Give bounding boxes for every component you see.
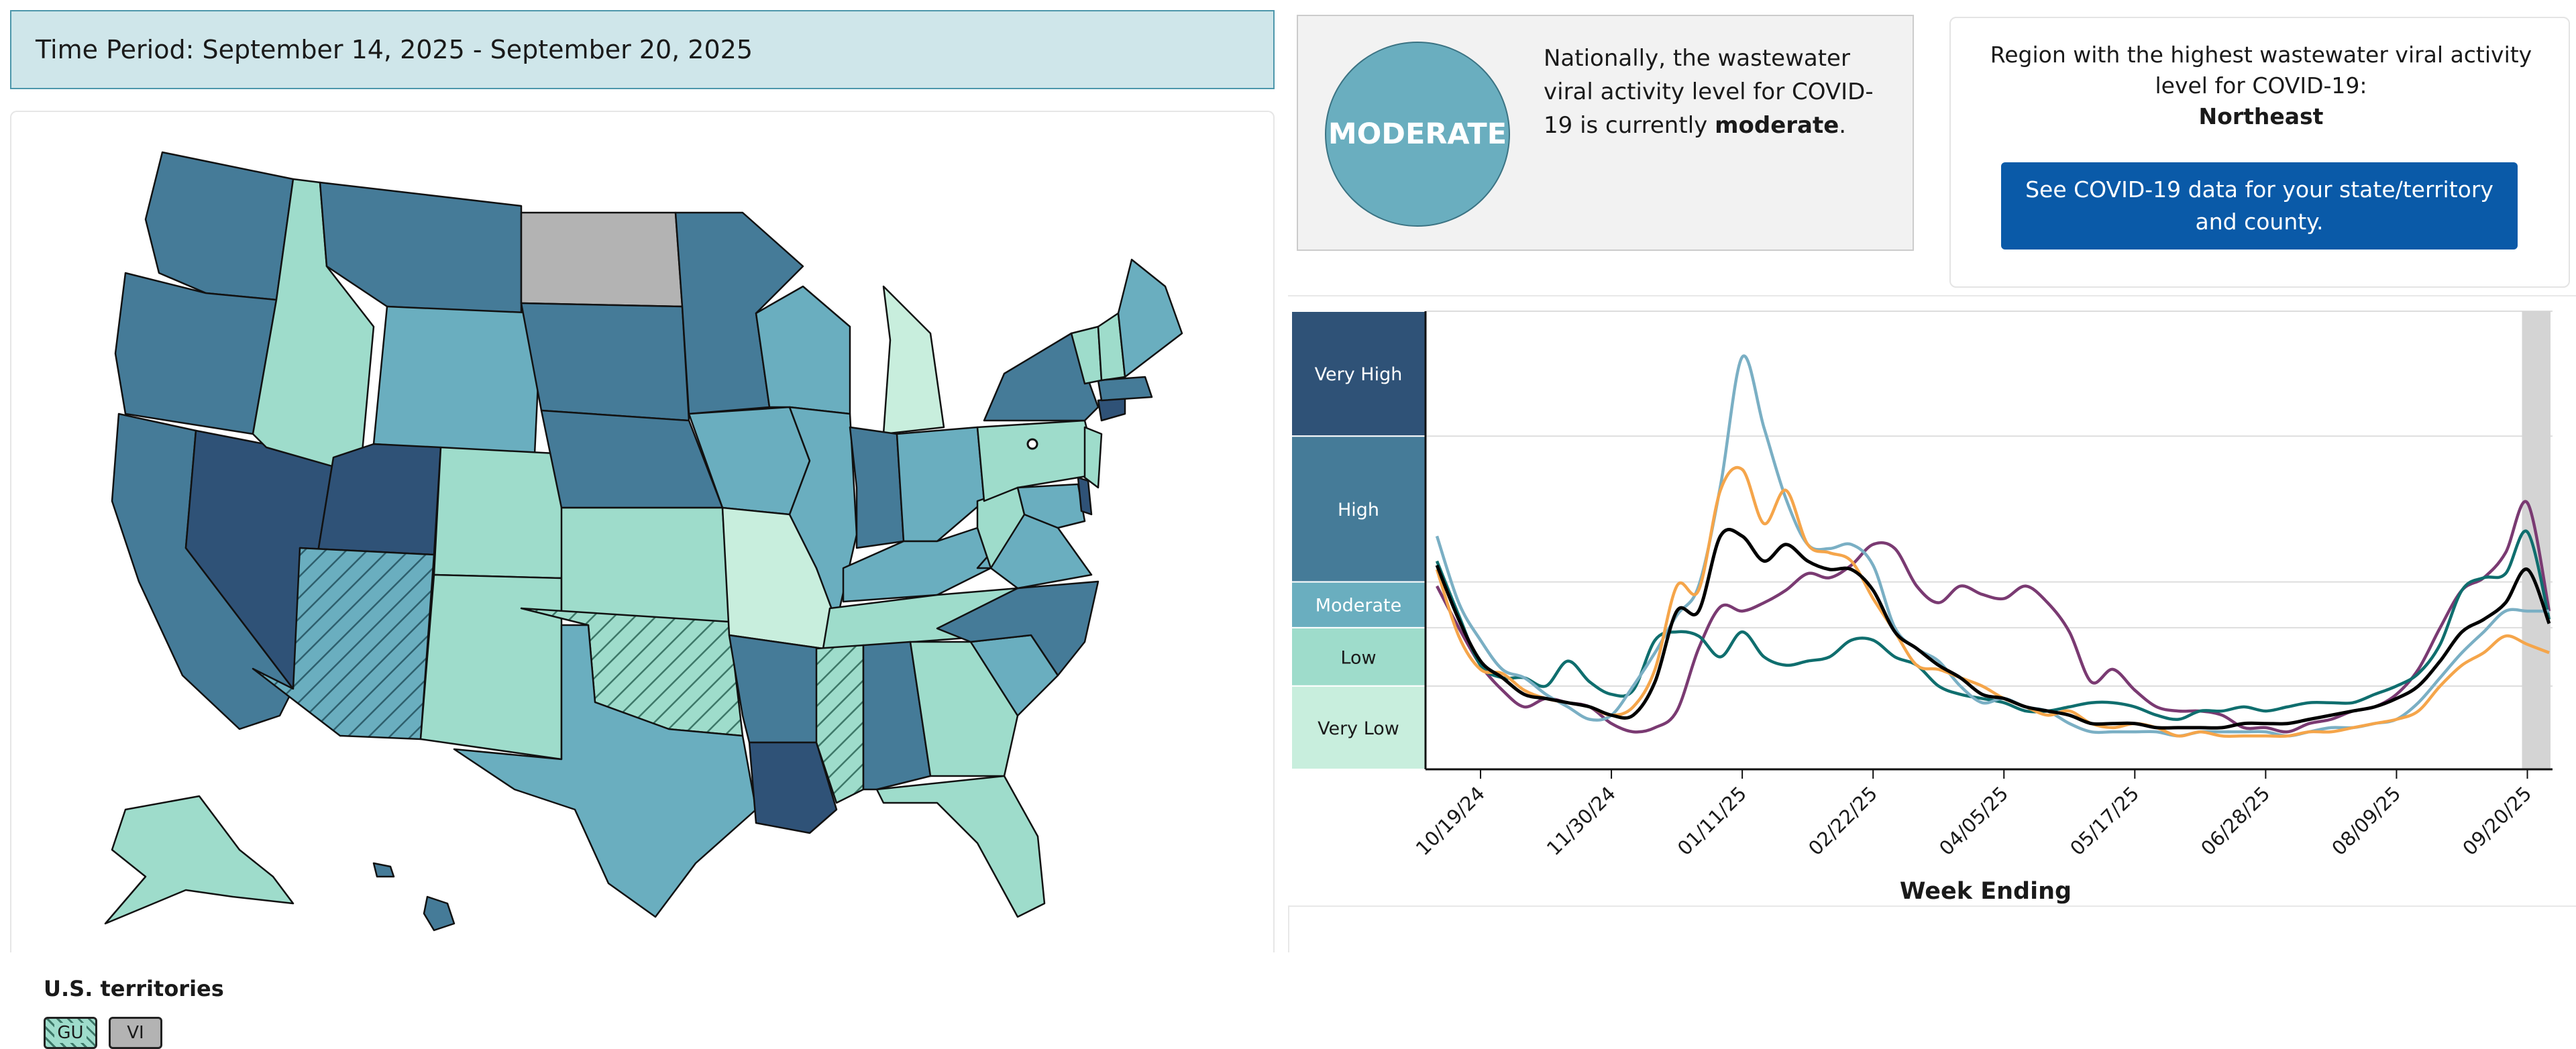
series-line-west (1435, 465, 2550, 738)
state-wy[interactable] (372, 305, 543, 455)
national-summary-text: Nationally, the wastewater viral activit… (1544, 42, 1892, 142)
time-period-label: Time Period: September 14, 2025 - Septem… (36, 35, 753, 64)
x-tick-label: 10/19/24 (1411, 782, 1489, 860)
level-band-very-high (1291, 311, 1426, 437)
territory-vi[interactable]: VI (109, 1017, 162, 1049)
state-wi[interactable] (755, 285, 851, 415)
territory-gu-label: GU (54, 1023, 87, 1043)
region-box: Region with the highest wastewater viral… (1949, 17, 2570, 288)
state-de[interactable] (1077, 476, 1093, 516)
state-data-button-label: See COVID-19 data for your state/territo… (2025, 176, 2493, 235)
us-map (104, 151, 1183, 932)
region-text: Region with the highest wastewater viral… (1964, 40, 2558, 132)
state-md[interactable] (1016, 483, 1086, 529)
state-hi[interactable] (423, 895, 455, 932)
x-tick-label: 01/11/25 (1673, 782, 1751, 860)
state-mt[interactable] (319, 181, 523, 315)
territory-vi-label: VI (127, 1023, 144, 1043)
state-nc[interactable] (936, 580, 1099, 677)
time-period-bar: Time Period: September 14, 2025 - Septem… (10, 10, 1275, 89)
state-ak[interactable] (104, 795, 294, 925)
state-oh[interactable] (896, 426, 985, 543)
state-nj[interactable] (1083, 426, 1103, 489)
summary-text-prefix: Nationally, the wastewater viral activit… (1544, 45, 1874, 139)
state-sd[interactable] (520, 302, 690, 422)
national-level-badge: MODERATE (1325, 42, 1510, 227)
state-ma[interactable] (1097, 376, 1153, 402)
x-tick-label: 06/28/25 (2196, 782, 2274, 860)
x-tick-label: 09/20/25 (2458, 782, 2536, 860)
state-az[interactable] (252, 547, 435, 740)
state-or[interactable] (114, 272, 278, 435)
state-la[interactable] (748, 741, 838, 834)
bottom-panel (1288, 905, 2576, 952)
trend-chart: Very High High Moderate Low Very Low 10/19/2… (1291, 311, 2553, 905)
state-ks[interactable] (560, 506, 731, 623)
x-axis-label: Week Ending (1900, 878, 2072, 905)
territory-gu[interactable]: GU (44, 1017, 97, 1049)
state-in[interactable] (849, 426, 905, 549)
x-tick-label: 02/22/25 (1804, 782, 1882, 860)
trend-chart-panel: Very High High Moderate Low Very Low 10/19/2… (1288, 295, 2576, 907)
state-ga[interactable] (909, 641, 1019, 777)
level-band-label: Very High (1315, 364, 1403, 385)
state-hi-2[interactable] (372, 862, 395, 878)
series-line-south (1435, 354, 2549, 738)
map-panel: U.S. territories GU VI (10, 111, 1275, 1049)
state-tx[interactable] (453, 624, 757, 918)
state-fl[interactable] (875, 775, 1046, 918)
national-summary: MODERATE Nationally, the wastewater vira… (1297, 15, 1914, 251)
region-name: Northeast (2198, 103, 2324, 129)
state-pa[interactable] (976, 419, 1099, 502)
state-me[interactable] (1117, 258, 1183, 378)
region-description: Region with the highest wastewater viral… (1990, 42, 2532, 99)
level-band-very-low (1291, 685, 1426, 770)
series-line-national (1435, 528, 2551, 730)
x-tick-label: 05/17/25 (2065, 782, 2143, 860)
level-band-label: Moderate (1316, 596, 1401, 616)
state-co[interactable] (433, 446, 570, 579)
summary-text-level: moderate (1715, 112, 1839, 139)
level-band-high (1291, 435, 1426, 583)
level-band-label: Very Low (1318, 718, 1399, 739)
x-tick-label: 11/30/24 (1542, 782, 1620, 860)
level-band-label: Low (1340, 647, 1376, 668)
state-ms[interactable] (815, 644, 865, 804)
state-data-button[interactable]: See COVID-19 data for your state/territo… (2001, 162, 2518, 250)
level-band-label: High (1338, 500, 1379, 520)
national-level-badge-text: MODERATE (1328, 117, 1507, 151)
state-wa[interactable] (144, 151, 294, 301)
summary-text-suffix: . (1839, 112, 1847, 139)
x-tick-label: 04/05/25 (1935, 782, 2012, 860)
state-nm[interactable] (419, 573, 563, 761)
state-dc[interactable] (1026, 438, 1038, 450)
state-ar[interactable] (728, 634, 824, 744)
level-band-low (1291, 626, 1426, 687)
x-tick-label: 08/09/25 (2327, 782, 2405, 860)
territories-title: U.S. territories (44, 976, 224, 1001)
state-al[interactable] (862, 641, 932, 791)
state-nd[interactable] (520, 211, 684, 308)
state-mi[interactable] (882, 285, 945, 435)
